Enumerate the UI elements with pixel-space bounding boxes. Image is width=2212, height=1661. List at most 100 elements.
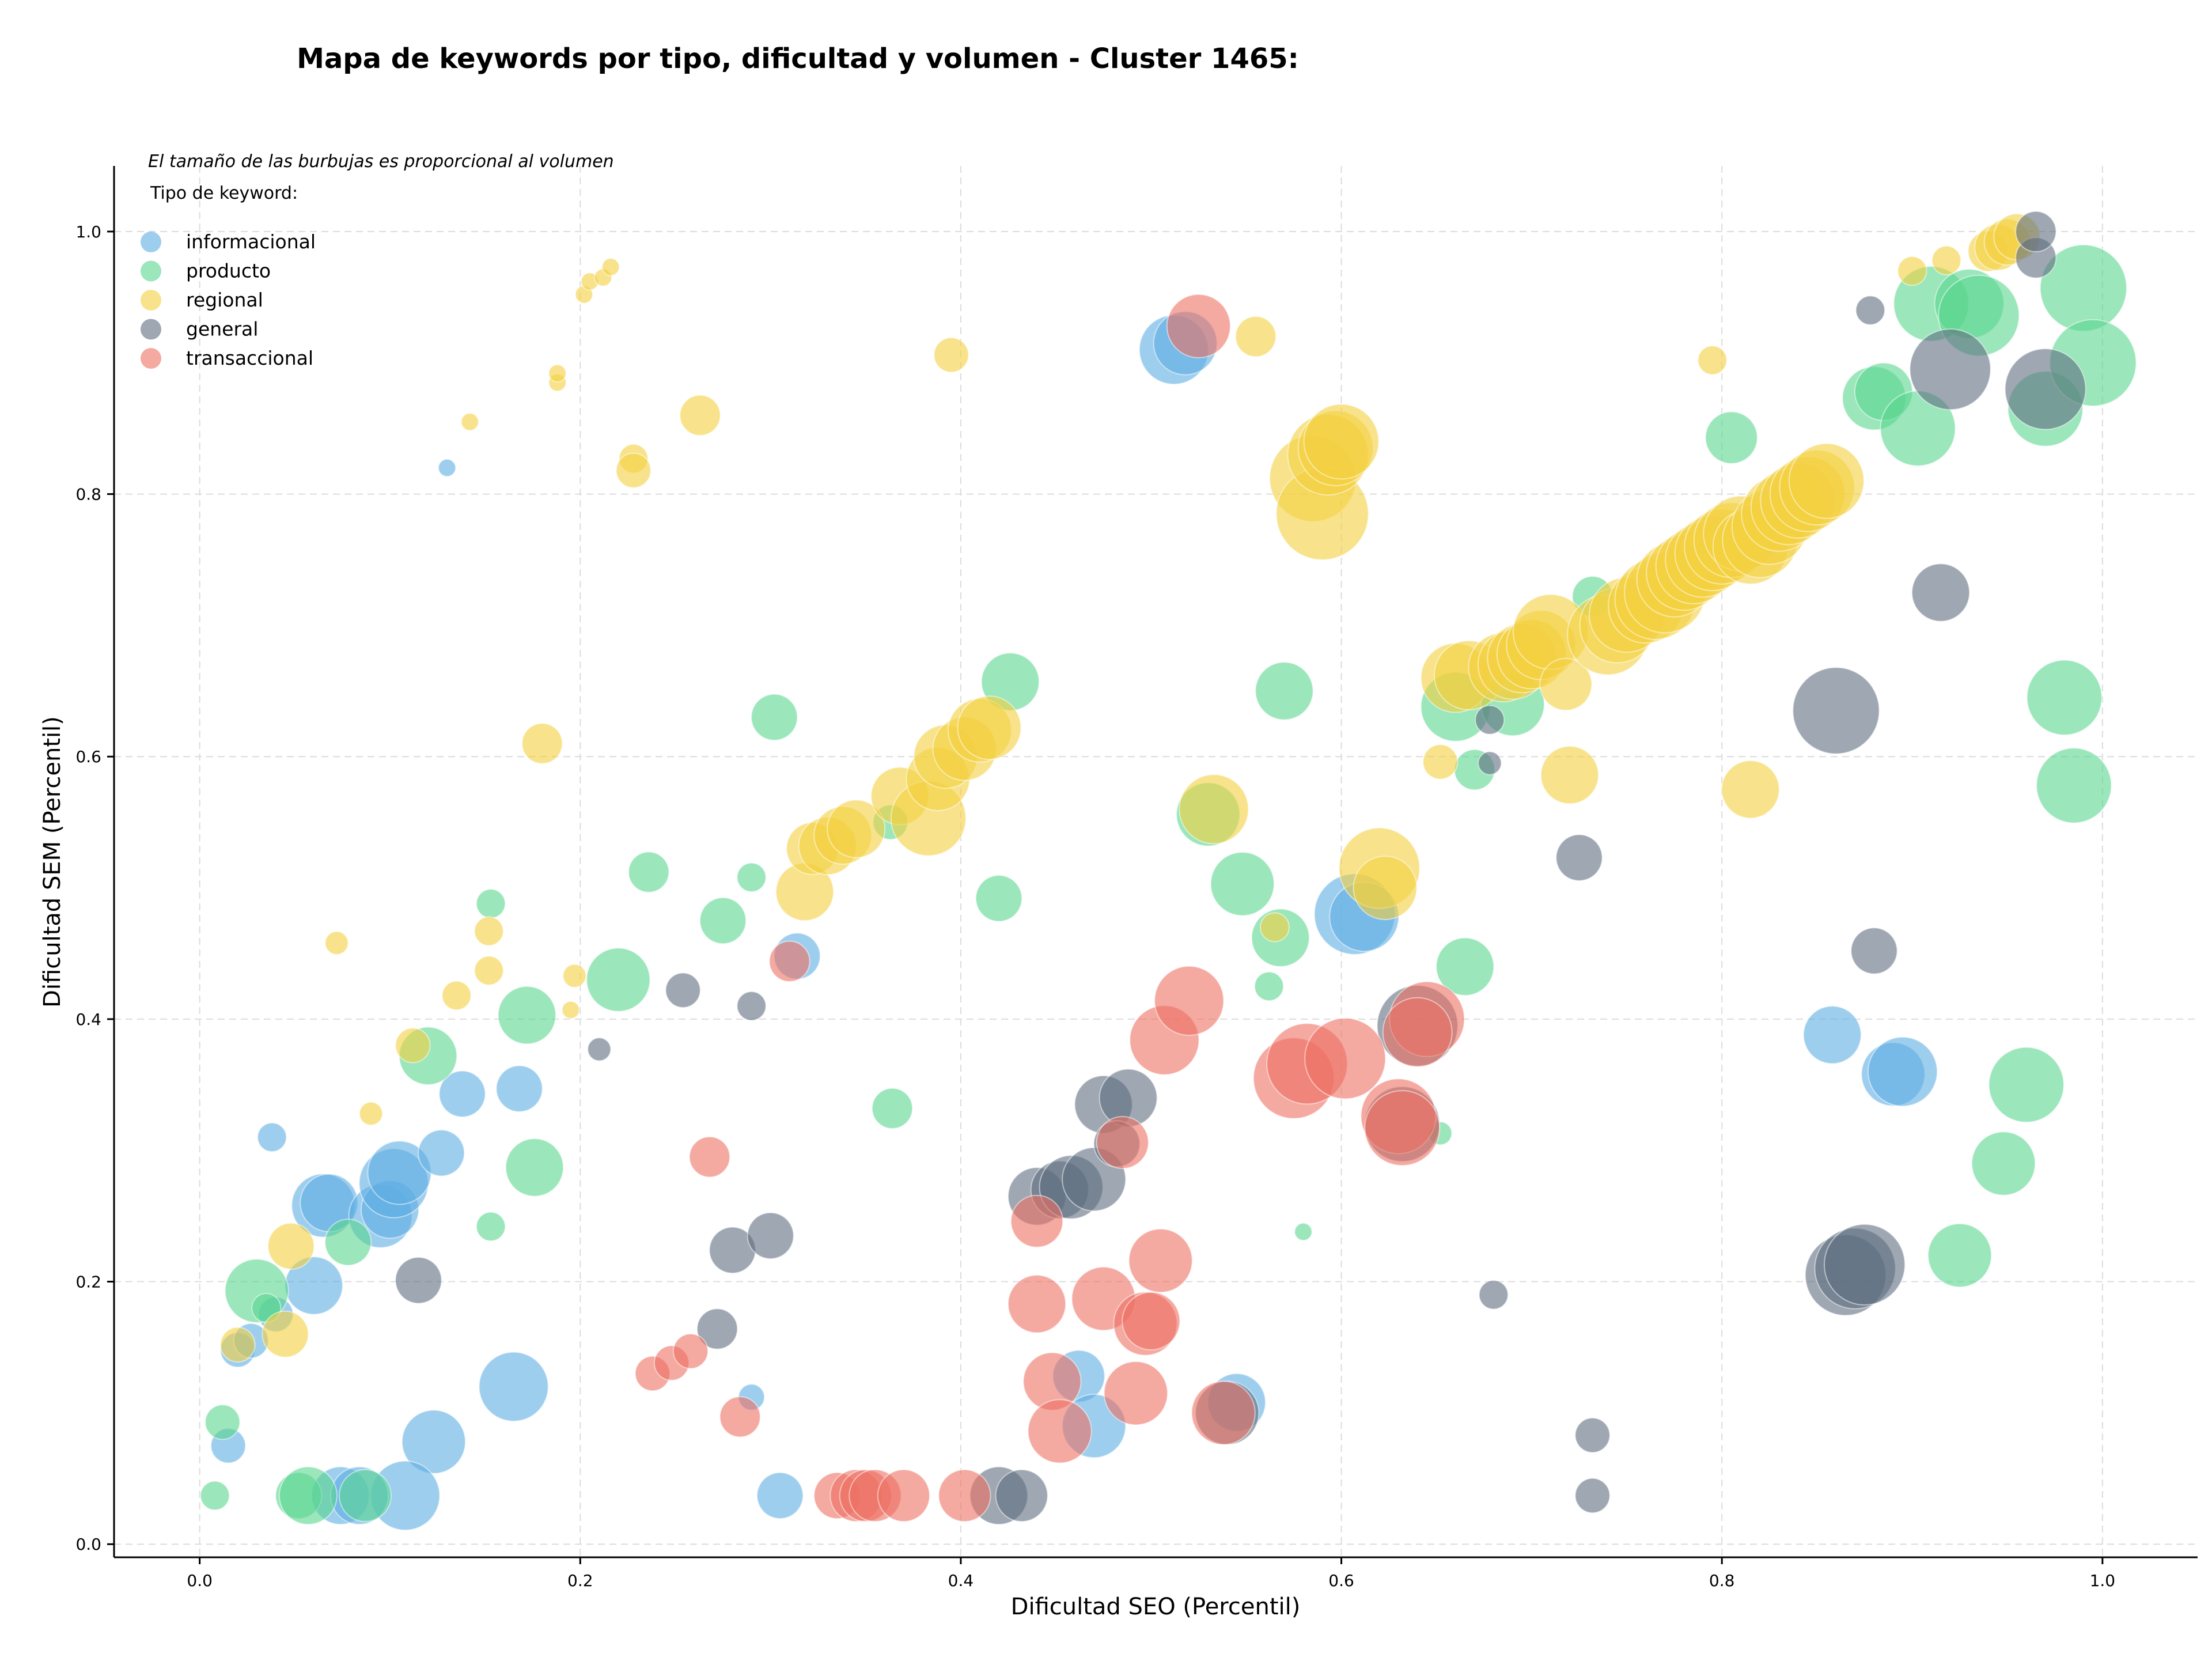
legend-item-regional: regional <box>141 289 263 311</box>
legend-item-transaccional: transaccional <box>141 347 313 369</box>
bubble-regional <box>474 916 504 947</box>
bubble-transaccional <box>1382 997 1453 1068</box>
bubble-general <box>1850 927 1898 975</box>
bubble-producto <box>476 888 506 919</box>
bubble-regional <box>1422 744 1459 780</box>
bubble-regional <box>1897 256 1927 286</box>
legend-label: general <box>186 318 258 340</box>
legend: informacional producto regional general tran… <box>141 230 316 369</box>
bubble-informacional <box>418 1129 465 1177</box>
bubble-regional <box>1179 774 1249 845</box>
bubble-general <box>995 1469 1048 1522</box>
bubble-regional <box>1788 442 1865 519</box>
legend-item-producto: producto <box>141 260 271 282</box>
bubble-regional <box>474 955 504 986</box>
legend-marker <box>141 319 161 340</box>
bubble-regional <box>1234 316 1277 358</box>
legend-label: transaccional <box>186 347 313 369</box>
y-tick-label: 0.2 <box>75 1273 101 1292</box>
bubble-transaccional <box>1027 1399 1092 1464</box>
bubble-producto <box>736 862 767 892</box>
bubble-transaccional <box>1166 293 1231 358</box>
bubble-size-note: El tamaño de las burbujas es proporciona… <box>148 152 614 172</box>
bubble-transaccional <box>1154 966 1225 1036</box>
bubble-producto <box>699 897 747 945</box>
bubble-general <box>1792 667 1880 755</box>
legend-item-informacional: informacional <box>141 230 316 253</box>
bubble-informacional <box>756 1471 804 1519</box>
bubble-producto <box>975 875 1022 922</box>
series-regional <box>219 213 2041 1363</box>
x-tick-label: 0.8 <box>1709 1571 1735 1590</box>
bubble-general <box>1574 1477 1611 1514</box>
bubble-informacional <box>478 1351 549 1422</box>
bubble-transaccional <box>672 1333 709 1369</box>
bubble-regional <box>324 930 349 955</box>
bubble-producto <box>1210 852 1275 917</box>
bubble-informacional <box>401 1409 466 1474</box>
bubble-producto <box>505 1138 565 1197</box>
bubble-general <box>1555 834 1603 881</box>
bubble-transaccional <box>1304 1017 1387 1100</box>
bubble-producto <box>1971 1131 2036 1196</box>
series-transaccional <box>634 293 1465 1522</box>
bubble-general <box>395 1257 442 1304</box>
bubble-transaccional <box>1128 1228 1193 1293</box>
bubble-regional <box>827 799 886 858</box>
bubble-producto <box>2026 659 2103 736</box>
legend-marker <box>141 260 161 282</box>
x-tick-label: 0.6 <box>1328 1571 1354 1590</box>
bubble-producto <box>497 986 556 1045</box>
legend-marker <box>141 232 161 252</box>
bubble-regional <box>561 1000 580 1019</box>
bubble-producto <box>476 1211 506 1242</box>
bubble-general <box>747 1212 794 1259</box>
bubble-general <box>2015 210 2057 252</box>
axes <box>113 166 2198 1558</box>
bubble-regional <box>521 722 563 765</box>
bubble-transaccional <box>1364 1089 1441 1166</box>
bubble-transaccional <box>1010 1194 1064 1248</box>
x-axis-label: Dificultad SEO (Percentil) <box>1011 1594 1301 1620</box>
bubble-general <box>587 1037 612 1062</box>
bubble-regional <box>395 1027 431 1064</box>
bubble-producto <box>324 1219 372 1266</box>
bubble-transaccional <box>768 940 810 982</box>
x-tick-label: 0.2 <box>567 1571 593 1590</box>
bubble-regional <box>1721 760 1780 819</box>
bubble-regional <box>679 394 721 436</box>
y-tick-label: 0.8 <box>75 485 101 504</box>
bubble-producto <box>628 851 670 893</box>
bubble-regional <box>1353 856 1418 921</box>
ticks: 0.0 0.2 0.4 0.6 0.8 1.0 0.0 0.2 0.4 0.6 0.8 1.0 <box>75 222 2115 1590</box>
bubble-producto <box>204 1404 241 1440</box>
bubbles <box>200 210 2137 1531</box>
bubble-producto <box>200 1480 230 1511</box>
bubble-producto <box>1255 661 1314 721</box>
bubble-regional <box>1303 403 1380 480</box>
bubble-transaccional <box>1007 1274 1067 1334</box>
bubble-producto <box>1927 1223 1993 1288</box>
bubble-general <box>665 972 701 1008</box>
bubble-transaccional <box>877 1469 930 1522</box>
bubble-producto <box>278 1466 338 1525</box>
x-tick-label: 0.0 <box>187 1571 213 1590</box>
bubble-general <box>696 1308 738 1350</box>
bubble-transaccional <box>1103 1361 1168 1426</box>
bubble-producto <box>1254 971 1285 1001</box>
legend-marker <box>141 290 161 311</box>
legend-label: producto <box>186 260 271 282</box>
bubble-regional <box>562 963 587 988</box>
bubble-producto <box>751 693 798 741</box>
bubble-producto <box>1294 1222 1313 1241</box>
bubble-producto <box>2036 747 2112 824</box>
x-tick-label: 1.0 <box>2090 1571 2116 1590</box>
bubble-producto <box>872 1087 914 1129</box>
bubble-producto <box>339 1469 392 1522</box>
bubble-regional <box>441 980 472 1011</box>
bubble-transaccional <box>1096 1116 1149 1170</box>
bubble-regional <box>933 337 969 373</box>
bubble-regional <box>219 1326 256 1363</box>
bubble-informacional <box>257 1122 287 1152</box>
